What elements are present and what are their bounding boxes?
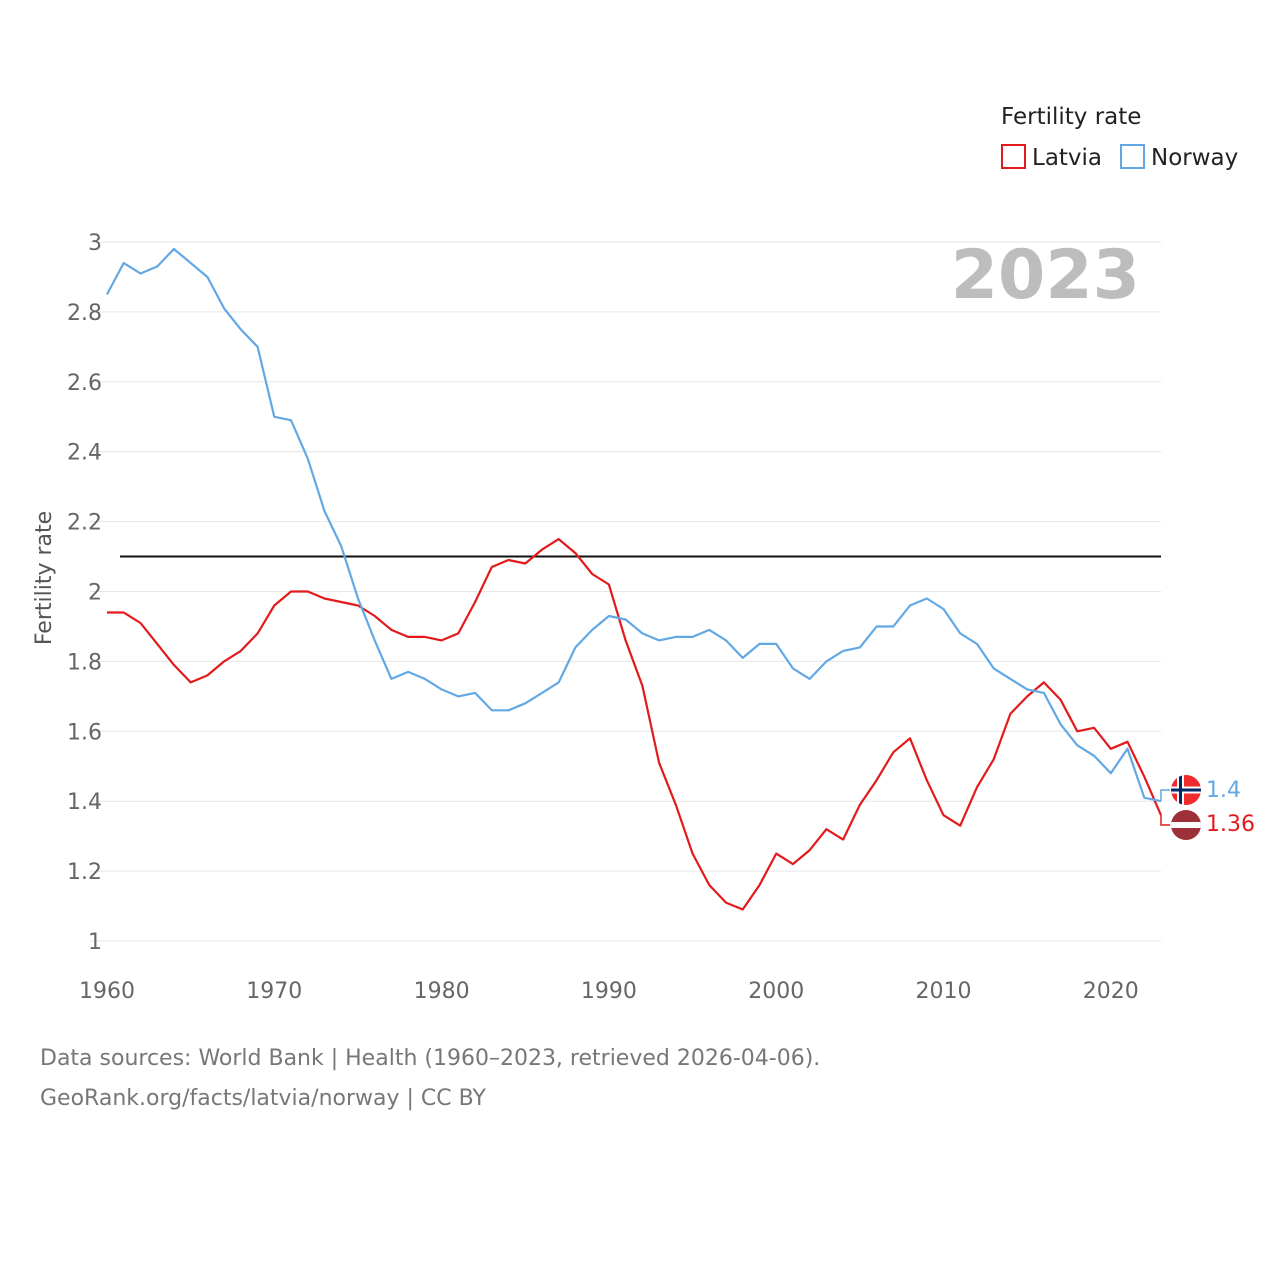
series-line-norway[interactable]	[106, 247, 1162, 803]
y-axis-ticks: 1 1.2 1.4 1.6 1.8 2 2.2 2.4 2.6 2.8 3	[67, 231, 102, 955]
source-line-1: Data sources: World Bank | Health (1960–…	[40, 1046, 821, 1071]
y-tick-label: 2.2	[67, 511, 102, 536]
legend-swatch-norway[interactable]	[1120, 144, 1145, 169]
x-tick-label: 1990	[581, 979, 637, 1004]
latvia-end-value: 1.36	[1206, 812, 1255, 837]
year-label: 2023	[951, 236, 1140, 315]
legend-swatch-latvia[interactable]	[1001, 144, 1026, 169]
gridlines	[90, 241, 1161, 942]
x-tick-label: 1970	[246, 979, 302, 1004]
x-tick-label: 2020	[1083, 979, 1139, 1004]
y-tick-label: 1.8	[67, 650, 102, 675]
y-tick-label: 1.4	[67, 790, 102, 815]
y-tick-label: 3	[88, 231, 102, 256]
x-axis-ticks: 1960 1970 1980 1990 2000 2010 2020	[79, 979, 1139, 1004]
y-tick-label: 1	[88, 930, 102, 955]
norway-end-value: 1.4	[1206, 778, 1241, 803]
y-axis-label: Fertility rate	[32, 511, 57, 645]
x-tick-label: 1980	[414, 979, 470, 1004]
end-connector-latvia	[1160, 815, 1170, 826]
y-tick-label: 2.8	[67, 301, 102, 326]
legend-title: Fertility rate	[1001, 104, 1141, 130]
legend: Fertility rate Latvia Norway	[1001, 104, 1238, 171]
end-connector-norway	[1160, 789, 1170, 802]
x-tick-label: 1960	[79, 979, 135, 1004]
series-line-latvia[interactable]	[107, 537, 1163, 911]
y-tick-label: 1.2	[67, 860, 102, 885]
x-tick-label: 2010	[916, 979, 972, 1004]
y-tick-label: 2.4	[67, 441, 102, 466]
norway-flag-icon	[1171, 775, 1201, 805]
source-line-2: GeoRank.org/facts/latvia/norway | CC BY	[40, 1086, 486, 1111]
y-tick-label: 2	[88, 581, 102, 606]
y-tick-label: 1.6	[67, 720, 102, 745]
x-tick-label: 2000	[748, 979, 804, 1004]
y-tick-label: 2.6	[67, 371, 102, 396]
legend-label-norway[interactable]: Norway	[1151, 145, 1238, 171]
latvia-flag-icon	[1171, 810, 1201, 840]
legend-label-latvia[interactable]: Latvia	[1032, 145, 1102, 171]
series-lines	[106, 247, 1170, 911]
